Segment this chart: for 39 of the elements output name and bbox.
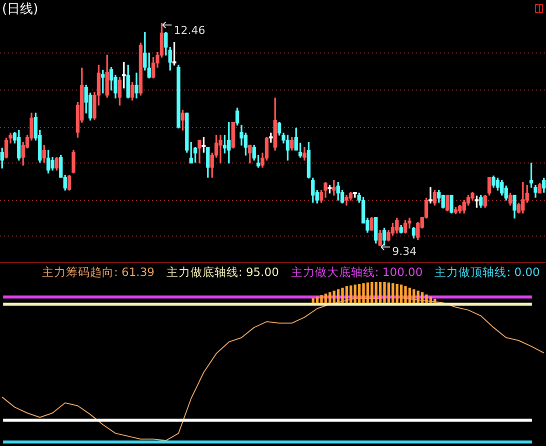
candlestick (218, 134, 222, 164)
bar (328, 292, 332, 303)
bar (434, 298, 436, 303)
annotation: 12.46 (174, 24, 206, 37)
text: 主力筹码趋向: 61.39 (42, 265, 154, 280)
bar (350, 285, 352, 303)
ref-line-label: 主力做底轴线: 95.00 (166, 265, 279, 280)
ref-line-label: 主力做顶轴线: 0.00 (434, 265, 540, 280)
bar (345, 286, 348, 303)
bar (336, 289, 340, 303)
bar (392, 283, 394, 303)
ref-line-label: 主力做大底轴线: 100.00 (290, 265, 423, 280)
candlestick (428, 187, 432, 204)
bar (400, 284, 403, 303)
bar (324, 294, 328, 303)
bar (312, 298, 314, 303)
bar (425, 294, 428, 303)
bar (412, 289, 416, 303)
bar (366, 282, 370, 303)
chart-title: (日线) (2, 1, 38, 18)
bar (316, 296, 319, 303)
bar (362, 283, 365, 303)
bar (404, 286, 407, 303)
bar (420, 292, 424, 303)
annotation: 9.34 (392, 244, 417, 258)
bar (396, 284, 398, 303)
bar (408, 288, 412, 303)
bar (358, 284, 361, 303)
bar (354, 284, 356, 303)
bar (378, 282, 382, 303)
bar (332, 290, 336, 303)
bar (370, 282, 374, 303)
bar (341, 288, 344, 303)
bar (416, 290, 420, 303)
bar (374, 282, 378, 303)
bar (387, 282, 390, 303)
bar (383, 282, 386, 303)
bar (320, 295, 323, 303)
bar (429, 296, 432, 303)
